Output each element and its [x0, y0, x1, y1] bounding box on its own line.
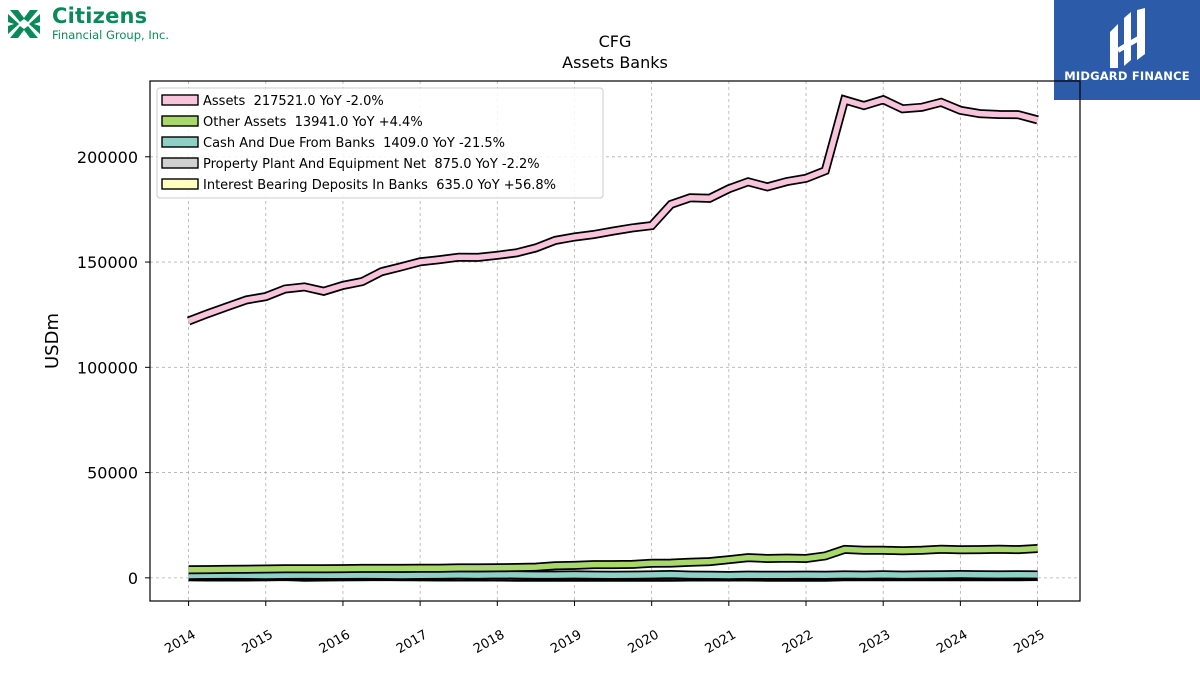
y-tick-label: 0	[128, 569, 138, 588]
series-line	[188, 545, 1038, 573]
x-tick-label: 2024	[934, 627, 970, 657]
x-tick-label: 2022	[780, 627, 816, 657]
citizens-logo-icon	[8, 10, 40, 38]
y-tick-label: 50000	[87, 464, 138, 483]
watermark: MIDGARD FINANCE	[1054, 0, 1200, 100]
brand-logo: Citizens Financial Group, Inc.	[6, 4, 206, 46]
legend-swatch	[161, 94, 199, 106]
y-tick-label: 100000	[77, 358, 138, 377]
x-tick-label: 2015	[240, 627, 276, 657]
series-line	[187, 96, 1039, 324]
x-tick-label: 2018	[471, 627, 507, 657]
legend-label: Cash And Due From Banks 1409.0 YoY -21.5…	[203, 136, 505, 151]
series-other-assets	[188, 544, 1038, 575]
midgard-logo-icon	[1110, 8, 1145, 68]
y-axis-label: USDm	[42, 313, 63, 369]
x-tick-label: 2023	[857, 627, 893, 657]
chart-title: CFG	[599, 32, 632, 51]
legend: Assets 217521.0 YoY -2.0% Other Assets 13…	[156, 87, 604, 199]
x-tick-label: 2014	[162, 627, 198, 657]
x-tick-label: 2025	[1011, 627, 1047, 657]
x-tick-label: 2020	[625, 627, 661, 657]
legend-label: Assets 217521.0 YoY -2.0%	[203, 94, 384, 109]
x-tick-label: 2019	[548, 627, 584, 657]
brand-name: Citizens	[52, 4, 148, 28]
plot-frame	[149, 80, 1081, 602]
series-line	[188, 571, 1038, 579]
legend-label: Interest Bearing Deposits In Banks 635.0…	[203, 178, 556, 193]
y-tick-label: 200000	[77, 148, 138, 167]
chart-subtitle: Assets Banks	[562, 53, 668, 72]
legend-swatch	[161, 178, 199, 190]
legend-swatch	[161, 115, 199, 127]
series-layer	[186, 94, 1039, 582]
legend-swatch	[161, 136, 199, 148]
watermark-text: MIDGARD FINANCE	[1064, 69, 1190, 83]
series-assets	[186, 94, 1039, 326]
legend-box	[156, 87, 604, 199]
x-tick-label: 2017	[394, 627, 430, 657]
x-tick-label: 2016	[317, 627, 353, 657]
series-cash-and-due-from-banks	[188, 569, 1038, 581]
legend-swatch	[161, 157, 199, 169]
y-tick-label: 150000	[77, 253, 138, 272]
legend-label: Property Plant And Equipment Net 875.0 Y…	[203, 157, 540, 172]
legend-label: Other Assets 13941.0 YoY +4.4%	[203, 115, 423, 130]
brand-subtitle: Financial Group, Inc.	[52, 28, 169, 42]
x-tick-label: 2021	[703, 627, 739, 657]
